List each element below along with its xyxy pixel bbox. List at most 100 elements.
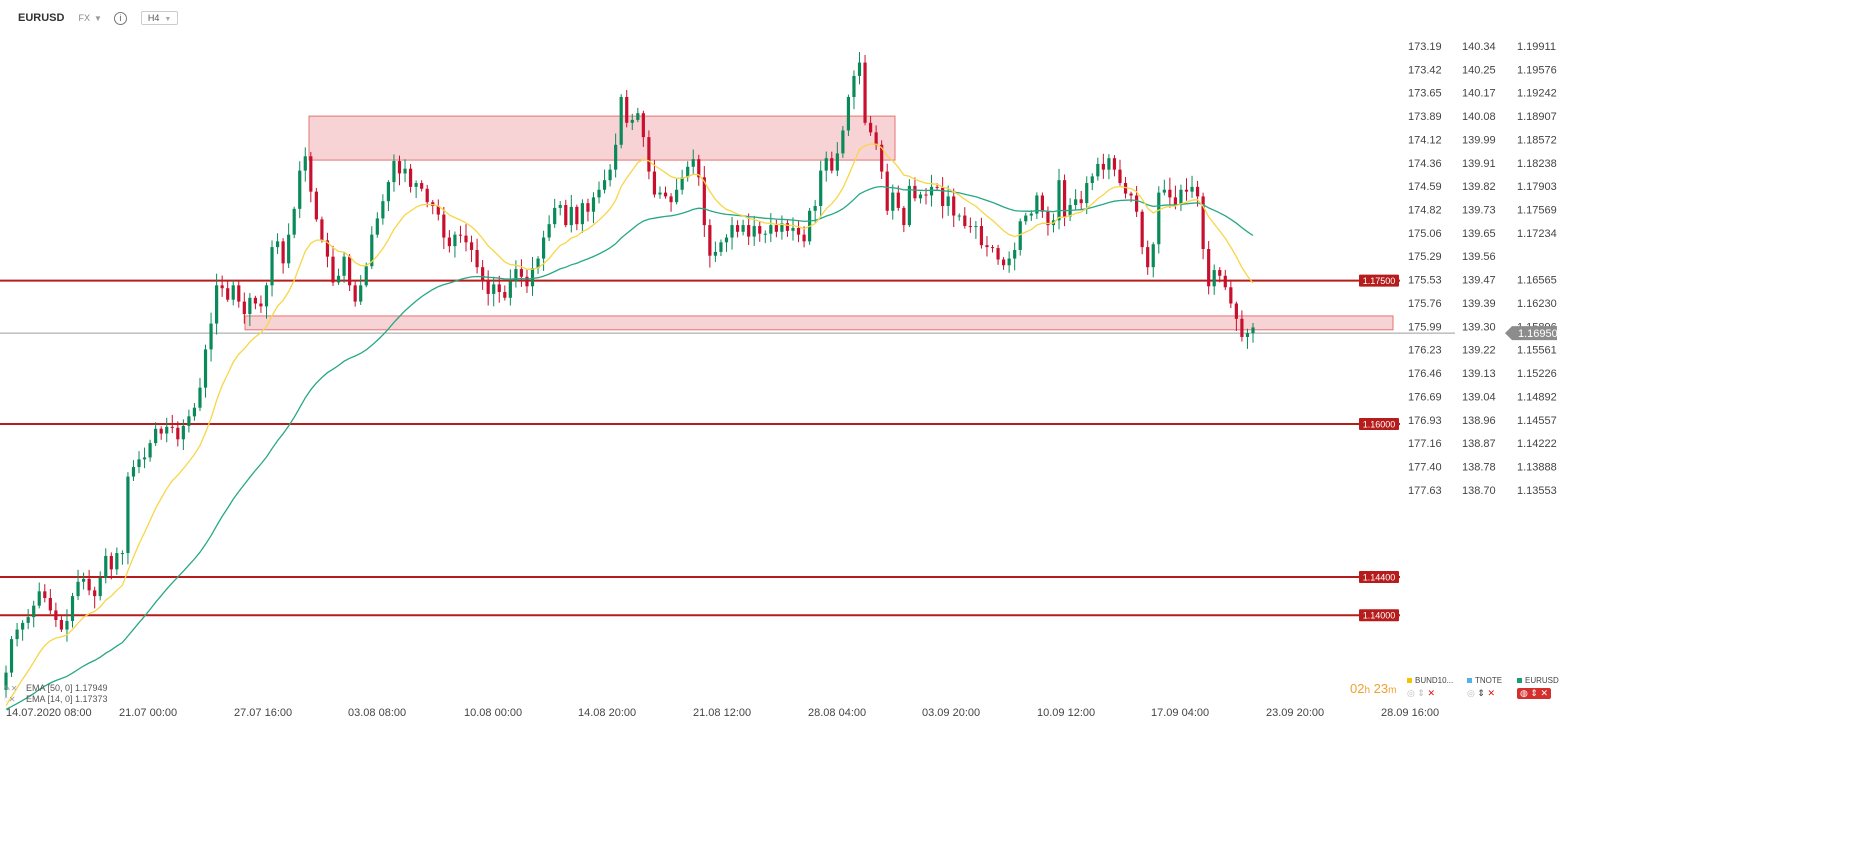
candle-body (880, 144, 884, 172)
candle-body (32, 605, 36, 618)
candle-body (669, 196, 673, 203)
candle-body (475, 249, 479, 268)
candle-body (597, 189, 601, 198)
candle-body (442, 214, 446, 238)
tertiary-tick: 173.19 (1408, 41, 1442, 53)
candle-body (1245, 333, 1250, 337)
candle-body (381, 201, 385, 219)
candle-body (159, 428, 163, 434)
candle-body (176, 427, 180, 440)
time-tick: 21.07 00:00 (119, 707, 177, 719)
candle-body (1096, 163, 1100, 177)
time-tick: 17.09 04:00 (1151, 707, 1209, 719)
candle-body (342, 256, 346, 276)
timer-minutes: 23 (1373, 681, 1389, 696)
candle-body (364, 266, 368, 286)
time-tick: 21.08 12:00 (693, 707, 751, 719)
price-tick: 1.14892 (1517, 391, 1557, 403)
symbol-name[interactable]: EURUSD (18, 12, 65, 24)
secondary-tick: 139.30 (1462, 321, 1496, 333)
candle-body (652, 171, 657, 195)
tertiary-tick: 173.42 (1408, 64, 1442, 76)
candle-body (641, 113, 645, 138)
candle-body (1013, 249, 1017, 259)
candle-body (702, 177, 706, 226)
time-tick: 28.08 04:00 (808, 707, 866, 719)
candle-body (769, 225, 773, 234)
secondary-tick: 140.34 (1462, 41, 1496, 53)
current-price-badge (1505, 326, 1557, 341)
instrument-bund[interactable]: BUND10... ◎ ⇕ ✕ (1407, 676, 1453, 699)
close-icon: ✕ (1427, 688, 1435, 698)
instrument-controls: ◎ ⇕ ✕ (1467, 688, 1502, 699)
candle-body (1190, 186, 1194, 192)
price-tick: 1.16565 (1517, 275, 1557, 287)
candle-body (830, 158, 834, 171)
tertiary-tick: 176.46 (1408, 368, 1442, 380)
candle-body (309, 156, 313, 192)
candle-body (1168, 189, 1172, 198)
instrument-color-swatch (1467, 678, 1472, 684)
candle-body (885, 171, 889, 211)
candle-body (375, 218, 379, 235)
candle-body (1024, 215, 1028, 222)
candle-body (541, 237, 546, 259)
candle-body (968, 226, 972, 228)
candle-body (846, 96, 851, 131)
info-icon[interactable]: i (113, 11, 127, 25)
price-tick: 1.17234 (1517, 228, 1557, 240)
candle-body (941, 187, 945, 206)
candle-body (98, 577, 102, 597)
candle-body (76, 581, 80, 597)
instrument-eurusd[interactable]: EURUSD ◍ ⇕ ✕ (1517, 676, 1559, 699)
candle-body (248, 297, 252, 315)
candle-body (1007, 258, 1011, 266)
tertiary-tick: 175.76 (1408, 298, 1442, 310)
candle-body (1234, 303, 1238, 319)
ema-layer (5, 143, 1254, 710)
candle-body (630, 119, 634, 123)
candle-body (1107, 158, 1111, 170)
candle-body (386, 182, 391, 202)
candle-body (564, 205, 568, 226)
candle-body (1173, 197, 1178, 206)
secondary-tick: 138.87 (1462, 438, 1496, 450)
secondary-tick: 139.99 (1462, 134, 1496, 146)
secondary-tick: 139.82 (1462, 181, 1496, 193)
candle-body (126, 476, 130, 554)
candle-body (1184, 189, 1189, 192)
candle-body (979, 226, 984, 246)
candle-body (591, 197, 596, 212)
candle-body (691, 159, 695, 167)
candle-body (902, 207, 906, 226)
candle-body (298, 170, 302, 209)
candle-body (1179, 189, 1183, 206)
close-icon: ✕ (1487, 688, 1495, 698)
candle-body (1112, 158, 1117, 170)
time-tick: 14.07.2020 08:00 (6, 707, 92, 719)
ema14-line (5, 143, 1254, 707)
candle-body (292, 208, 296, 235)
current-price-label: 1.16950 (1518, 328, 1558, 340)
tertiary-tick: 176.69 (1408, 391, 1442, 403)
chevron-down-icon[interactable]: ▼ (93, 13, 102, 23)
timer-minutes-unit: m (1388, 685, 1397, 696)
candle-body (331, 256, 335, 283)
instrument-tnote[interactable]: TNOTE ◎ ⇕ ✕ (1467, 676, 1502, 699)
candle-body (320, 219, 324, 241)
candle-body (165, 426, 169, 434)
edit-icon[interactable]: ✎✕ (4, 684, 18, 693)
visibility-icon[interactable]: ◌✕ (4, 695, 16, 704)
candle-body (1212, 270, 1216, 287)
secondary-tick: 139.22 (1462, 345, 1496, 357)
timeframe-select[interactable]: H4 ▼ (140, 11, 179, 25)
secondary-tick: 139.56 (1462, 251, 1496, 263)
candle-body (1223, 275, 1227, 288)
candle-body (929, 186, 934, 196)
candle-body (104, 555, 108, 578)
candle-body (841, 130, 845, 154)
price-tick: 1.14222 (1517, 438, 1557, 450)
instrument-name: BUND10... (1415, 676, 1454, 685)
candle-body (580, 203, 584, 225)
